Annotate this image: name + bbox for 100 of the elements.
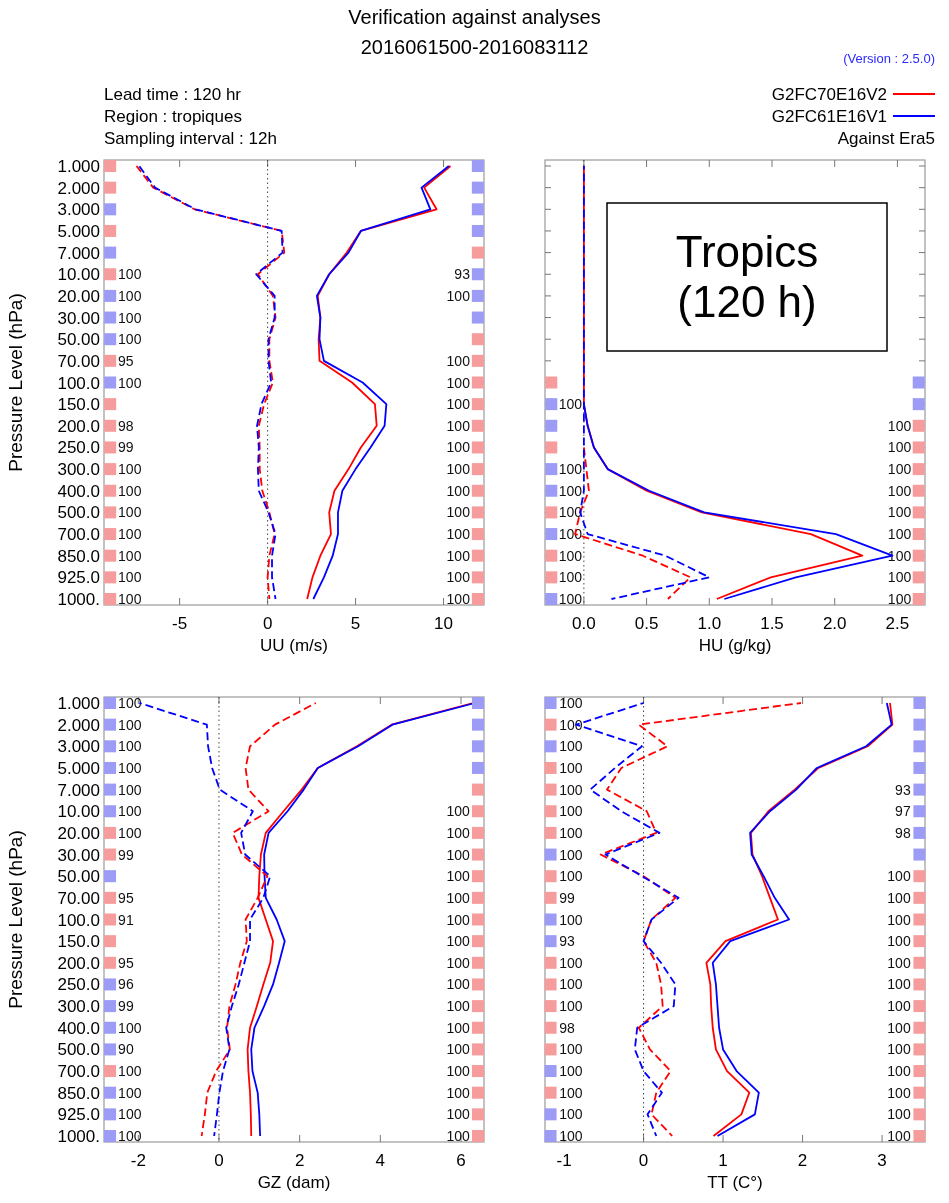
y-tick-label: 150.0	[57, 395, 100, 415]
annotation: 100	[887, 482, 912, 499]
x-tick-label: -1	[556, 1151, 572, 1170]
annotation: 100	[118, 824, 142, 841]
y-tick-label: 925.0	[57, 568, 100, 588]
x-tick-label: 5	[350, 614, 361, 633]
annotation: 100	[887, 439, 912, 456]
annotation: 100	[118, 759, 142, 776]
annotation: 100	[887, 1041, 911, 1058]
annotation: 99	[118, 998, 134, 1015]
y-tick-label: 20.00	[57, 823, 100, 843]
x-tick-label: 1	[718, 1151, 728, 1170]
annotation: 100	[559, 1128, 583, 1144]
text: Sampling interval : 12h	[104, 129, 277, 148]
y-axis-title: Pressure Level (hPa)	[5, 293, 26, 472]
y-tick-label: 7.000	[57, 780, 100, 800]
annotation: 100	[446, 1128, 471, 1144]
annotation: 100	[558, 396, 583, 413]
annotation: 100	[118, 1019, 142, 1036]
annotation: 100	[887, 569, 912, 586]
annotation: 100	[559, 738, 583, 755]
y-tick-label: 10.00	[57, 802, 100, 822]
annotation: 100	[558, 461, 583, 478]
y-axis-title: Pressure Level (hPa)	[5, 830, 26, 1009]
annotation: 100	[446, 396, 471, 413]
annotation: 90	[118, 1041, 134, 1058]
annotation: 100	[446, 1041, 471, 1058]
x-tick-label: 0.5	[634, 614, 659, 633]
y-tick-label: 3.000	[57, 200, 100, 220]
y-tick-label: 5.000	[57, 758, 100, 778]
annotation: 100	[446, 803, 471, 820]
annotation: 100	[118, 504, 142, 521]
legend-label: G2FC61E16V1	[771, 107, 887, 126]
x-tick-label: 0	[214, 1151, 224, 1170]
annotation: 100	[446, 374, 471, 391]
x-tick-label: 2	[294, 1151, 305, 1170]
x-tick-label: 6	[456, 1151, 466, 1170]
y-tick-label: 100.0	[57, 373, 100, 393]
annotation: 95	[118, 954, 134, 971]
annotation: 100	[887, 1128, 911, 1144]
annotation: 100	[887, 461, 912, 478]
y-tick-label: 400.0	[57, 481, 100, 501]
x-tick-label: 1.0	[697, 614, 722, 633]
annotation: 91	[118, 911, 134, 928]
annotation: 100	[559, 911, 583, 928]
annotation: 100	[118, 309, 142, 326]
y-tick-label: 1.000	[57, 157, 100, 176]
x-axis-title: GZ (dam)	[257, 1173, 331, 1192]
annotation: 100	[446, 352, 471, 369]
annotation: 100	[887, 1063, 911, 1080]
annotation: 100	[118, 738, 142, 755]
y-tick-label: 850.0	[57, 546, 100, 566]
annotation: 100	[887, 911, 911, 928]
annotation: 100	[446, 976, 471, 993]
annotation: 100	[118, 331, 142, 348]
chart-subtitle: 2016061500-2016083112	[360, 36, 589, 58]
x-tick-label: 1.5	[760, 614, 784, 633]
annotation: 100	[118, 716, 142, 733]
y-tick-label: 300.0	[57, 997, 100, 1017]
annotation: 100	[559, 954, 583, 971]
annotation: 100	[118, 803, 142, 820]
annotation: 100	[118, 461, 142, 478]
y-tick-label: 30.00	[57, 308, 100, 328]
text: Region : tropiques	[104, 107, 242, 126]
annotation: 100	[887, 1084, 911, 1101]
annotation: 100	[118, 287, 142, 304]
annotation: 100	[559, 868, 583, 885]
chart-title: Verification against analyses	[348, 6, 601, 28]
annotation: 100	[118, 591, 142, 607]
annotation: 100	[446, 889, 471, 906]
annotation: 100	[558, 569, 583, 586]
annotation: 100	[559, 976, 583, 993]
annotation: 100	[118, 266, 142, 283]
annotation: 100	[559, 846, 583, 863]
annotation: 100	[446, 846, 471, 863]
annotation: 100	[558, 482, 583, 499]
annotation: 93	[559, 933, 576, 950]
annotation: 100	[559, 1063, 583, 1080]
x-tick-label: 2.5	[885, 614, 910, 633]
y-tick-label: 400.0	[57, 1018, 100, 1038]
annotation: 100	[559, 759, 583, 776]
annotation: 100	[446, 1063, 471, 1080]
annotation: 100	[559, 781, 583, 798]
y-tick-label: 3.000	[57, 737, 100, 757]
text: Against Era5	[837, 129, 935, 148]
y-tick-label: 500.0	[57, 1040, 100, 1060]
annotation: 100	[559, 716, 583, 733]
annotation: 99	[559, 889, 576, 906]
y-tick-label: 2.000	[57, 715, 100, 735]
y-tick-label: 70.00	[57, 351, 100, 371]
y-tick-label: 30.00	[57, 845, 100, 865]
annotation: 100	[446, 417, 471, 434]
annotation: 100	[446, 1106, 471, 1123]
annotation: 100	[118, 374, 142, 391]
annotation: 100	[558, 547, 583, 564]
y-tick-label: 50.00	[57, 867, 100, 887]
annotation: 100	[446, 911, 471, 928]
y-tick-label: 7.000	[57, 243, 100, 263]
x-axis-title: UU (m/s)	[260, 636, 328, 655]
annotation: 100	[118, 781, 142, 798]
